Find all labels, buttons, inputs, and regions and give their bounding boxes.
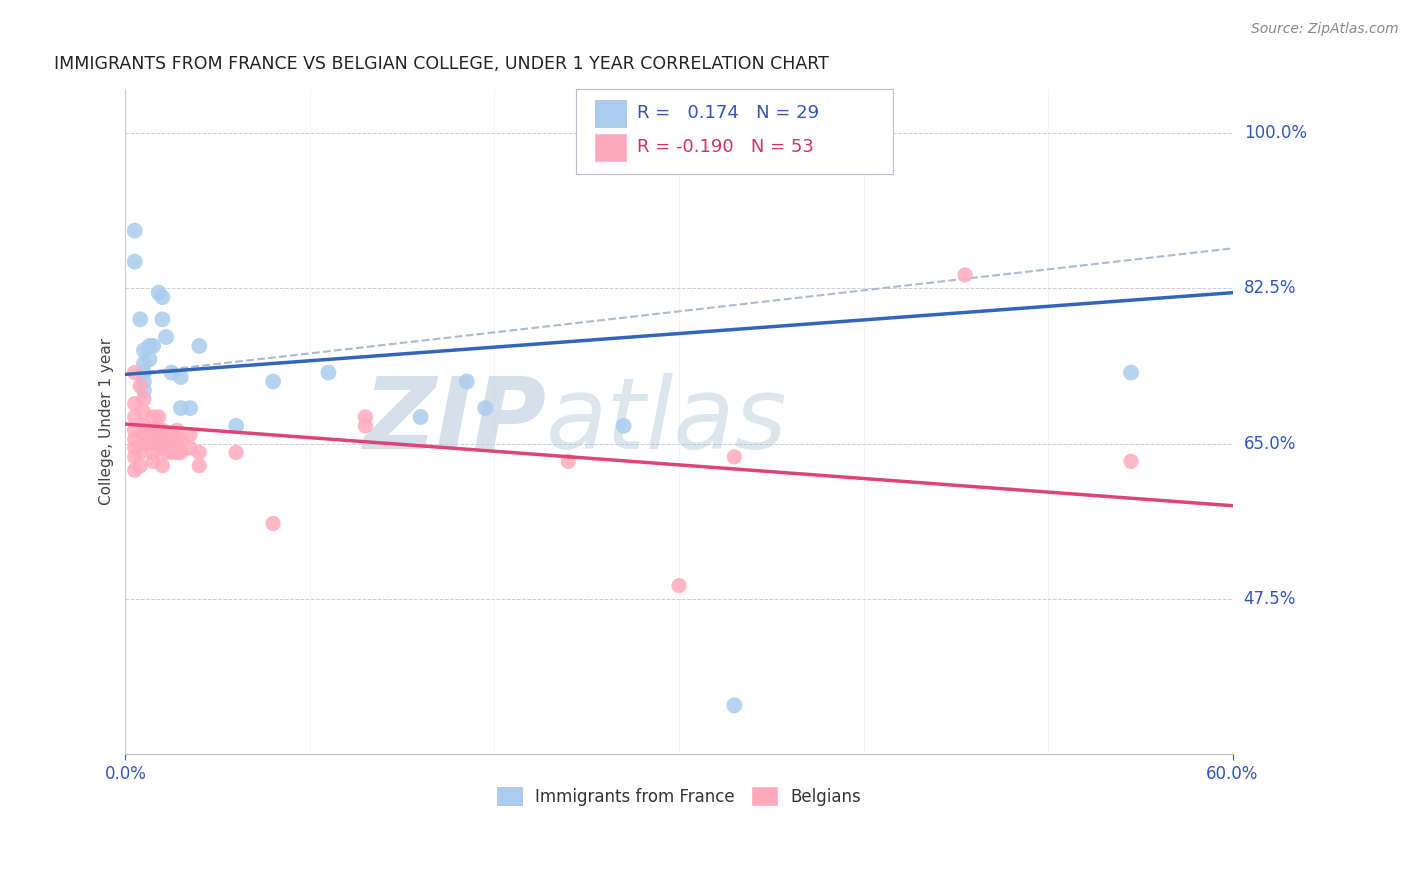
Point — [138, 339, 160, 353]
Text: 100.0%: 100.0% — [1244, 124, 1306, 142]
Point — [124, 254, 146, 268]
Point — [124, 423, 146, 437]
Text: 47.5%: 47.5% — [1244, 590, 1296, 607]
Point — [136, 423, 159, 437]
Point — [136, 436, 159, 450]
Point — [150, 290, 173, 304]
Point — [170, 401, 193, 415]
Point — [129, 458, 152, 473]
Point — [148, 285, 170, 300]
Point — [160, 427, 183, 442]
Point — [1119, 366, 1142, 380]
Point — [142, 445, 165, 459]
Point — [138, 352, 160, 367]
Point — [150, 432, 173, 446]
Text: R =   0.174   N = 29: R = 0.174 N = 29 — [637, 104, 820, 122]
Point — [150, 312, 173, 326]
Point — [155, 330, 177, 344]
Point — [1119, 454, 1142, 468]
Point — [170, 445, 193, 459]
Point — [132, 392, 155, 407]
Point — [132, 436, 155, 450]
Point — [132, 427, 155, 442]
Point — [354, 409, 377, 424]
Text: 65.0%: 65.0% — [1244, 434, 1296, 452]
Point — [142, 339, 165, 353]
Point — [160, 436, 183, 450]
Text: Source: ZipAtlas.com: Source: ZipAtlas.com — [1251, 22, 1399, 37]
Point — [142, 436, 165, 450]
Point — [723, 698, 745, 713]
Text: ZIP: ZIP — [363, 373, 546, 470]
Point — [409, 409, 432, 424]
Point — [953, 268, 976, 282]
Point — [155, 436, 177, 450]
Y-axis label: College, Under 1 year: College, Under 1 year — [100, 338, 114, 505]
Point — [124, 366, 146, 380]
Text: IMMIGRANTS FROM FRANCE VS BELGIAN COLLEGE, UNDER 1 YEAR CORRELATION CHART: IMMIGRANTS FROM FRANCE VS BELGIAN COLLEG… — [53, 55, 828, 73]
Point — [170, 370, 193, 384]
Point — [354, 418, 377, 433]
Point — [150, 458, 173, 473]
Point — [262, 516, 284, 531]
Point — [148, 409, 170, 424]
Point — [188, 458, 211, 473]
Point — [129, 445, 152, 459]
Point — [124, 450, 146, 464]
Point — [148, 432, 170, 446]
Point — [124, 224, 146, 238]
Point — [124, 463, 146, 477]
Point — [132, 375, 155, 389]
Point — [166, 445, 188, 459]
Point — [132, 418, 155, 433]
Point — [132, 343, 155, 358]
Point — [142, 409, 165, 424]
Point — [166, 436, 188, 450]
Point — [132, 357, 155, 371]
Text: 82.5%: 82.5% — [1244, 279, 1296, 297]
Point — [668, 578, 690, 592]
Point — [124, 432, 146, 446]
Point — [124, 409, 146, 424]
Point — [557, 454, 579, 468]
Point — [188, 445, 211, 459]
Point — [188, 339, 211, 353]
Point — [129, 379, 152, 393]
Legend: Immigrants from France, Belgians: Immigrants from France, Belgians — [491, 780, 868, 813]
Point — [124, 397, 146, 411]
Point — [456, 375, 478, 389]
Point — [179, 401, 201, 415]
Point — [150, 423, 173, 437]
Point — [613, 418, 636, 433]
Point — [179, 427, 201, 442]
Point — [160, 366, 183, 380]
Point — [474, 401, 496, 415]
Point — [132, 366, 155, 380]
Point — [225, 445, 247, 459]
Point — [723, 450, 745, 464]
Point — [318, 366, 340, 380]
Point — [150, 441, 173, 455]
Point — [262, 375, 284, 389]
Point — [132, 384, 155, 398]
Point — [160, 445, 183, 459]
Point — [170, 432, 193, 446]
Point — [166, 423, 188, 437]
Point — [155, 445, 177, 459]
Point — [179, 441, 201, 455]
Point — [142, 423, 165, 437]
Point — [124, 441, 146, 455]
Point — [148, 423, 170, 437]
Point — [142, 454, 165, 468]
Point — [132, 405, 155, 419]
Text: R = -0.190   N = 53: R = -0.190 N = 53 — [637, 138, 814, 156]
Text: atlas: atlas — [546, 373, 787, 470]
Point — [225, 418, 247, 433]
Point — [129, 312, 152, 326]
